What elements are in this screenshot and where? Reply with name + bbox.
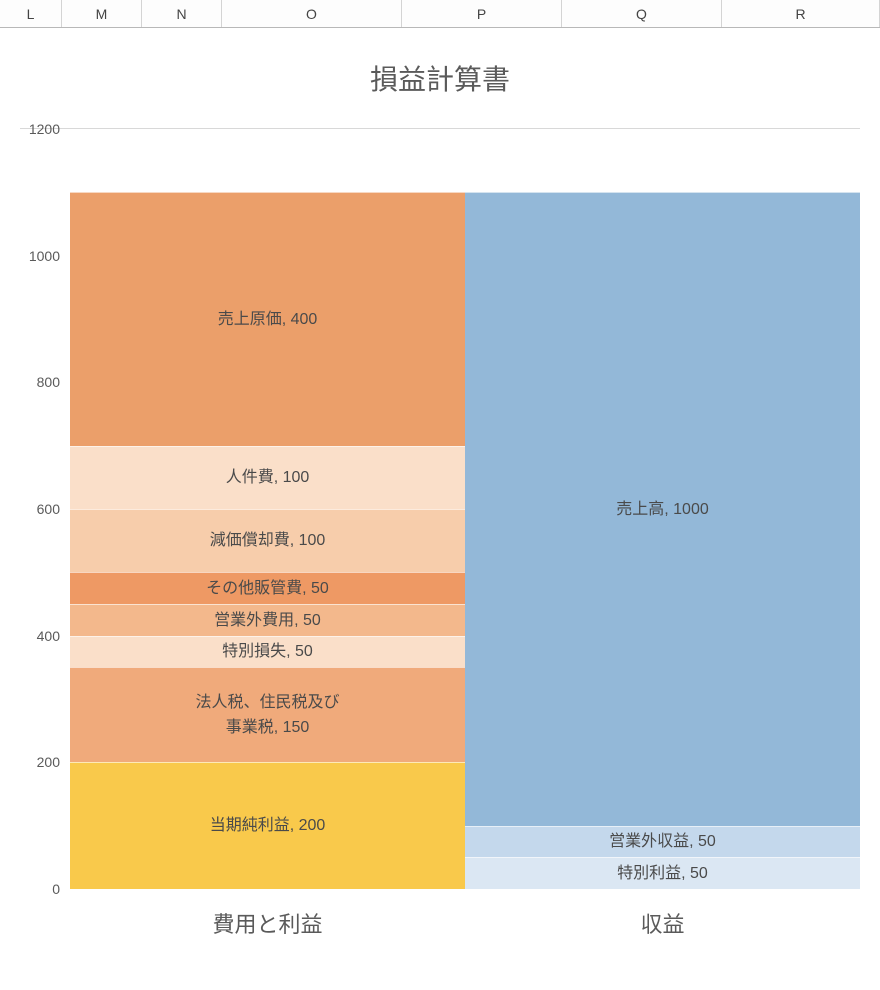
bar-column: 売上原価, 400人件費, 100減価償却費, 100その他販管費, 50営業外…: [70, 129, 465, 889]
x-axis-label: 収益: [465, 907, 860, 939]
plot-area: 020040060080010001200 売上原価, 400人件費, 100減…: [70, 129, 860, 889]
column-header-N[interactable]: N: [142, 0, 222, 27]
bar-column: 売上高, 1000営業外収益, 50特別利益, 50: [465, 129, 860, 889]
segment: 人件費, 100: [70, 446, 465, 509]
spreadsheet-column-headers: LMNOPQR: [0, 0, 880, 28]
segment: 営業外費用, 50: [70, 604, 465, 636]
y-tick-800: 800: [37, 374, 60, 390]
y-tick-600: 600: [37, 501, 60, 517]
segment: 売上原価, 400: [70, 192, 465, 445]
column-header-L[interactable]: L: [0, 0, 62, 27]
segment: 減価償却費, 100: [70, 509, 465, 572]
segment: 売上高, 1000: [465, 192, 860, 825]
segment: 当期純利益, 200: [70, 762, 465, 889]
segment: その他販管費, 50: [70, 572, 465, 604]
y-tick-1000: 1000: [29, 248, 60, 264]
column-header-R[interactable]: R: [722, 0, 880, 27]
x-axis-labels: 費用と利益収益: [70, 907, 860, 939]
segment: 特別損失, 50: [70, 636, 465, 668]
column-header-M[interactable]: M: [62, 0, 142, 27]
segment: 営業外収益, 50: [465, 826, 860, 858]
chart-title: 損益計算書: [10, 58, 870, 98]
x-axis-label: 費用と利益: [70, 907, 465, 939]
bars-area: 売上原価, 400人件費, 100減価償却費, 100その他販管費, 50営業外…: [70, 129, 860, 889]
y-tick-400: 400: [37, 628, 60, 644]
y-tick-0: 0: [52, 881, 60, 897]
column-header-P[interactable]: P: [402, 0, 562, 27]
y-tick-1200: 1200: [29, 121, 60, 137]
segment: 特別利益, 50: [465, 857, 860, 889]
y-axis: 020040060080010001200: [20, 129, 65, 889]
y-tick-200: 200: [37, 754, 60, 770]
chart-container: 損益計算書 020040060080010001200 売上原価, 400人件費…: [0, 28, 880, 959]
column-header-O[interactable]: O: [222, 0, 402, 27]
segment: 法人税、住民税及び 事業税, 150: [70, 667, 465, 762]
column-header-Q[interactable]: Q: [562, 0, 722, 27]
